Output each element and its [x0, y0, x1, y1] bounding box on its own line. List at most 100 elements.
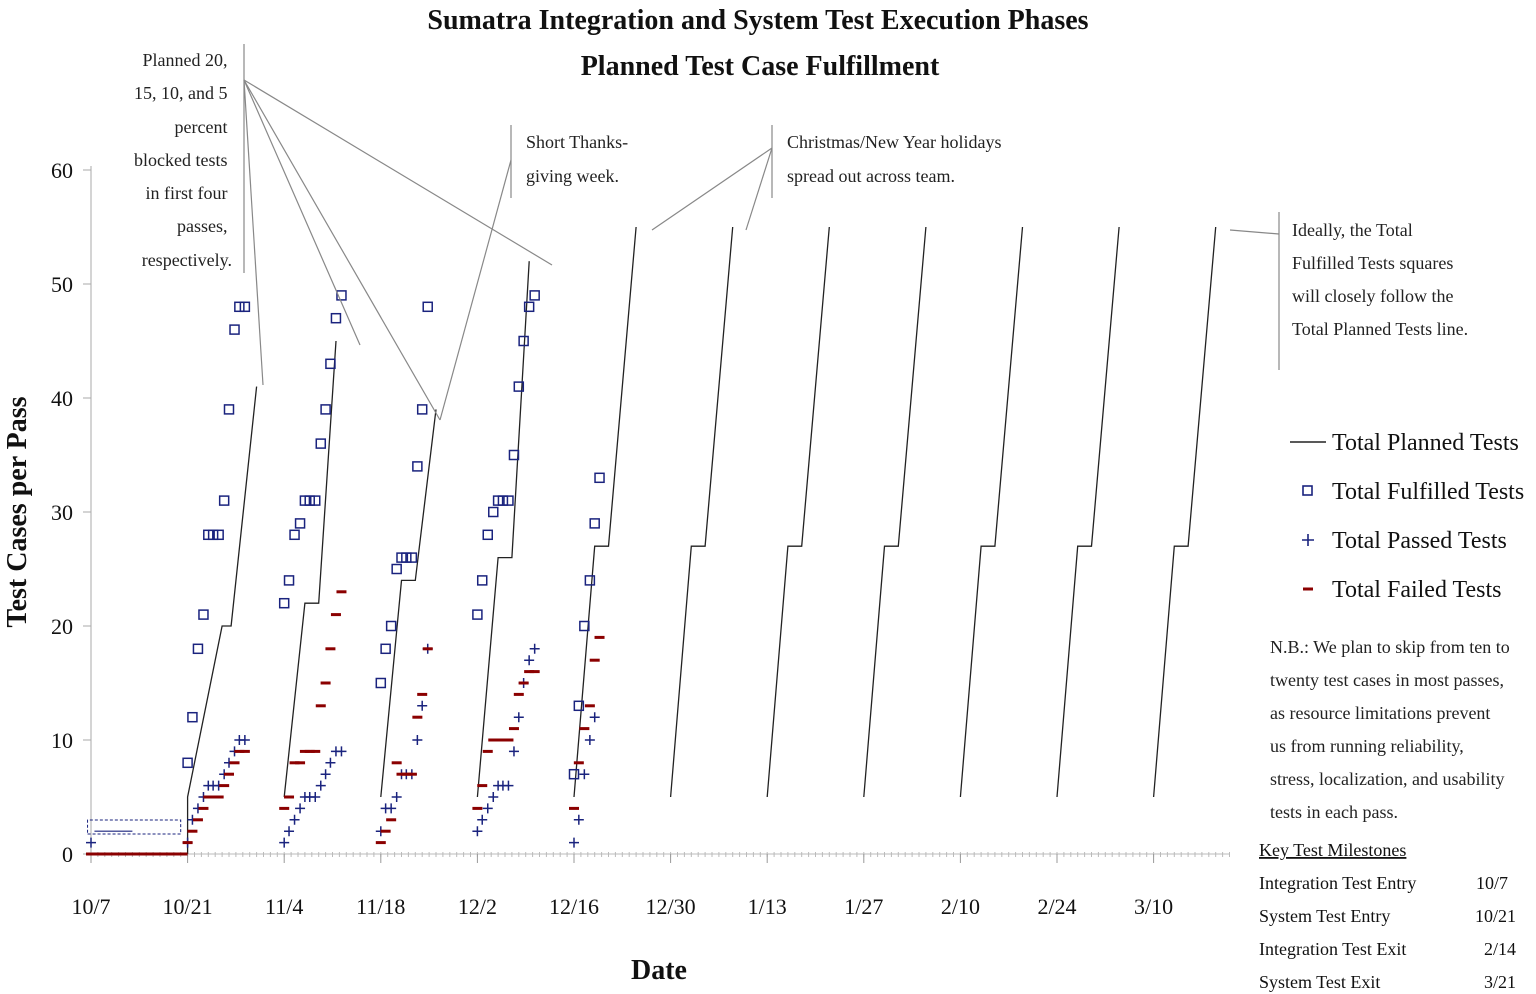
passed-tests-point — [524, 655, 535, 666]
passed-tests-point — [320, 769, 331, 780]
passed-tests-point — [279, 837, 290, 848]
fulfilled-tests-point — [401, 552, 412, 563]
fulfilled-tests-point — [594, 472, 605, 484]
fulfilled-tests-point — [207, 529, 219, 541]
fulfilled-tests-point — [513, 381, 525, 392]
fulfilled-tests-point — [283, 575, 295, 586]
x-tick-label: 3/10 — [1134, 894, 1173, 919]
fulfilled-tests-point — [412, 461, 423, 472]
fulfilled-tests-point — [213, 529, 224, 541]
passed-tests-point — [579, 769, 590, 780]
planned-tests-line — [766, 226, 830, 798]
passed-tests-point — [503, 780, 514, 791]
passed-tests-point — [477, 814, 488, 825]
fulfilled-tests-point — [482, 529, 493, 541]
x-tick-label: 12/16 — [549, 894, 599, 919]
milestones-heading: Key Test Milestones — [1259, 840, 1406, 860]
milestones-table: Key Test Milestones Integration Test Ent… — [1259, 840, 1516, 992]
fulfilled-tests-point — [320, 404, 331, 415]
fulfilled-tests-point — [573, 700, 585, 712]
milestone-label: Integration Test Exit — [1259, 939, 1406, 959]
milestone-date: 10/7 — [1476, 873, 1508, 893]
legend-item-passed: Total Passed Tests — [1302, 528, 1507, 554]
fulfilled-tests-point — [568, 768, 580, 780]
svg-text:Planned 20, 15, 10, and: Planned 20, 15, 10, and 5 percent blocke… — [134, 50, 232, 270]
x-axis-title: Date — [631, 955, 687, 986]
passed-tests-point — [508, 746, 519, 757]
passed-tests-point — [412, 735, 423, 745]
fulfilled-tests-point — [476, 575, 488, 586]
passed-tests-point — [482, 803, 493, 814]
passed-tests-point — [289, 814, 300, 825]
annotation-nb: N.B.: We plan to skip from ten to twenty… — [1270, 637, 1514, 822]
annotation-holidays: Christmas/New Year holidays spread out a… — [787, 132, 1006, 186]
planned-tests-line — [863, 226, 927, 798]
passed-tests-point — [86, 837, 96, 848]
milestone-date: 3/21 — [1484, 972, 1516, 992]
passed-tests-point — [529, 643, 540, 654]
legend-label-passed: Total Passed Tests — [1332, 528, 1507, 554]
x-tick-label: 11/4 — [265, 894, 303, 919]
passed-tests-point — [336, 746, 347, 757]
planned-tests-line — [1056, 226, 1120, 798]
x-tick-label: 11/18 — [356, 894, 405, 919]
fulfilled-tests-point — [472, 609, 483, 620]
legend-item-fulfilled: Total Fulfilled Tests — [1302, 479, 1524, 505]
y-tick-label: 20 — [51, 614, 73, 639]
planned-tests-line — [669, 226, 734, 798]
fulfilled-tests-point — [391, 563, 402, 575]
svg-text:Short Thanks- giving wee: Short Thanks- giving week. — [526, 132, 633, 186]
annotation-blocked: Planned 20, 15, 10, and 5 percent blocke… — [134, 50, 232, 270]
y-tick-label: 50 — [51, 272, 73, 297]
passed-tests-point — [239, 735, 250, 745]
milestone-label: System Test Exit — [1259, 972, 1380, 992]
passed-tests-point — [310, 792, 321, 802]
passed-tests-point — [295, 803, 306, 814]
legend-label-planned: Total Planned Tests — [1332, 430, 1519, 456]
legend-item-planned: Total Planned Tests — [1290, 430, 1519, 456]
fulfilled-tests-point — [529, 290, 540, 301]
fulfilled-tests-point — [523, 301, 535, 313]
axes: 0 10 20 30 40 50 60 10/7 10/21 11/4 11/18 12/2 12/16… — [51, 158, 1230, 919]
fulfilled-tests-point — [508, 449, 520, 461]
fulfilled-tests-point — [182, 757, 193, 769]
passed-tests-point — [573, 814, 584, 825]
annotation-thanksgiving: Short Thanks- giving week. — [526, 132, 633, 186]
planned-tests-line — [1152, 226, 1217, 798]
fulfilled-tests-point — [589, 518, 600, 529]
passed-tests-point — [589, 712, 600, 723]
fulfilled-tests-point — [198, 609, 209, 620]
legend-label-failed: Total Failed Tests — [1332, 577, 1502, 603]
planned-tests-line — [186, 386, 258, 854]
milestone-label: Integration Test Entry — [1259, 873, 1416, 893]
x-tick-label: 1/27 — [844, 894, 883, 919]
fulfilled-tests-point — [187, 711, 198, 723]
x-tick-label: 10/7 — [71, 894, 110, 919]
fulfilled-tests-point — [223, 404, 235, 415]
fulfilled-tests-point — [422, 301, 433, 313]
fulfilled-tests-point — [278, 597, 290, 609]
fulfilled-tests-point — [416, 404, 428, 415]
fulfilled-tests-point — [294, 518, 306, 529]
svg-text:Christmas/New Year holidays: Christmas/New Year holidays spread out a… — [787, 132, 1006, 186]
fulfilled-tests-point — [584, 575, 596, 586]
fulfilled-tests-point — [304, 495, 315, 506]
passed-tests-point — [569, 837, 579, 848]
fulfilled-tests-point — [325, 358, 336, 370]
planned-tests-line — [283, 340, 337, 798]
legend: Total Planned Tests Total Fulfilled Test… — [1290, 430, 1524, 603]
fulfilled-tests-point — [385, 620, 397, 632]
fulfilled-tests-point — [192, 643, 204, 655]
y-tick-label: 30 — [51, 500, 73, 525]
planned-tests-line — [476, 261, 530, 798]
passed-tests-point — [584, 735, 595, 745]
y-tick-label: 10 — [51, 728, 73, 753]
y-tick-label: 40 — [51, 386, 73, 411]
svg-text:N.B.: We plan to skip from ten: N.B.: We plan to skip from ten to twenty… — [1270, 637, 1514, 822]
annotation-leader-lines — [243, 44, 1280, 421]
x-tick-label: 1/13 — [748, 894, 787, 919]
passed-tests-point — [391, 792, 402, 802]
x-tick-label: 2/10 — [941, 894, 980, 919]
